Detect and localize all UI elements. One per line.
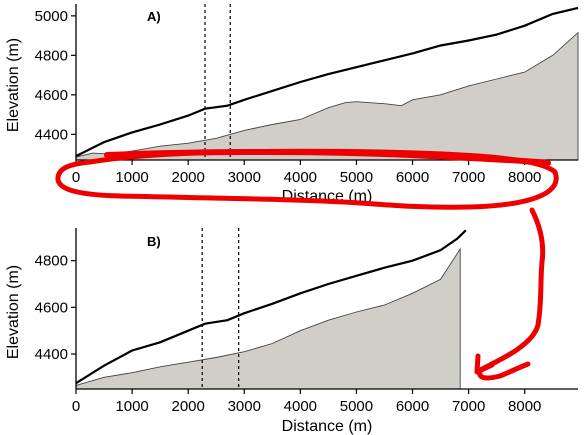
panel-b: Elevation (m) B) Distance (m) 4400 4600 48… — [5, 228, 578, 435]
panel-b-xlabel: Distance (m) — [282, 418, 373, 435]
panel-a-ytick-label: 4600 — [35, 87, 68, 104]
panel-b-xtick-label: 4000 — [284, 398, 317, 415]
panel-a-xtick-label: 3000 — [228, 169, 261, 186]
red-annotation — [55, 148, 559, 381]
panel-a-lower-area — [75, 31, 579, 161]
panel-a-ytick-label: 4400 — [35, 126, 68, 143]
panel-a-ytick-label: 4800 — [35, 47, 68, 64]
panel-b-ytick-label: 4400 — [35, 346, 68, 363]
panel-b-upper-line — [75, 229, 467, 385]
red-arrow-curve — [477, 207, 546, 381]
panel-a-xtick-label: 5000 — [340, 169, 373, 186]
panel-a-xtick-label: 1000 — [115, 169, 148, 186]
panel-b-ylabel: Elevation (m) — [5, 265, 22, 359]
red-arrowhead — [474, 353, 495, 375]
panel-b-xtick-label: 0 — [72, 398, 80, 415]
panel-a-ylabel: Elevation (m) — [5, 38, 22, 132]
panel-a-xtick-label: 7000 — [452, 169, 485, 186]
red-ellipse-around-axis — [55, 148, 559, 210]
panel-b-xtick-label: 2000 — [171, 398, 204, 415]
panel-b-xtick-label: 3000 — [228, 398, 261, 415]
panel-a-xtick-label: 2000 — [171, 169, 204, 186]
panel-b-xtick-label: 8000 — [508, 398, 541, 415]
panel-b-xtick-label: 7000 — [452, 398, 485, 415]
panel-a: Elevation (m) A) Distance (m) 4400460048… — [5, 4, 579, 205]
panel-b-xtick-label: 6000 — [396, 398, 429, 415]
panel-a-xtick-label: 4000 — [284, 169, 317, 186]
panel-a-xtick-label: 6000 — [396, 169, 429, 186]
panel-a-upper-line — [75, 6, 579, 158]
panel-b-ytick-label: 4600 — [35, 299, 68, 316]
panel-a-xtick-label: 0 — [72, 169, 80, 186]
panel-b-label: B) — [147, 234, 161, 249]
panel-a-ytick-label: 5000 — [35, 8, 68, 25]
panel-b-ytick-label: 4800 — [35, 253, 68, 270]
panel-a-label: A) — [147, 9, 161, 24]
panel-b-lower-area — [75, 247, 461, 390]
panel-b-xtick-label: 5000 — [340, 398, 373, 415]
panel-a-xtick-label: 8000 — [508, 169, 541, 186]
panel-b-xtick-label: 1000 — [115, 398, 148, 415]
